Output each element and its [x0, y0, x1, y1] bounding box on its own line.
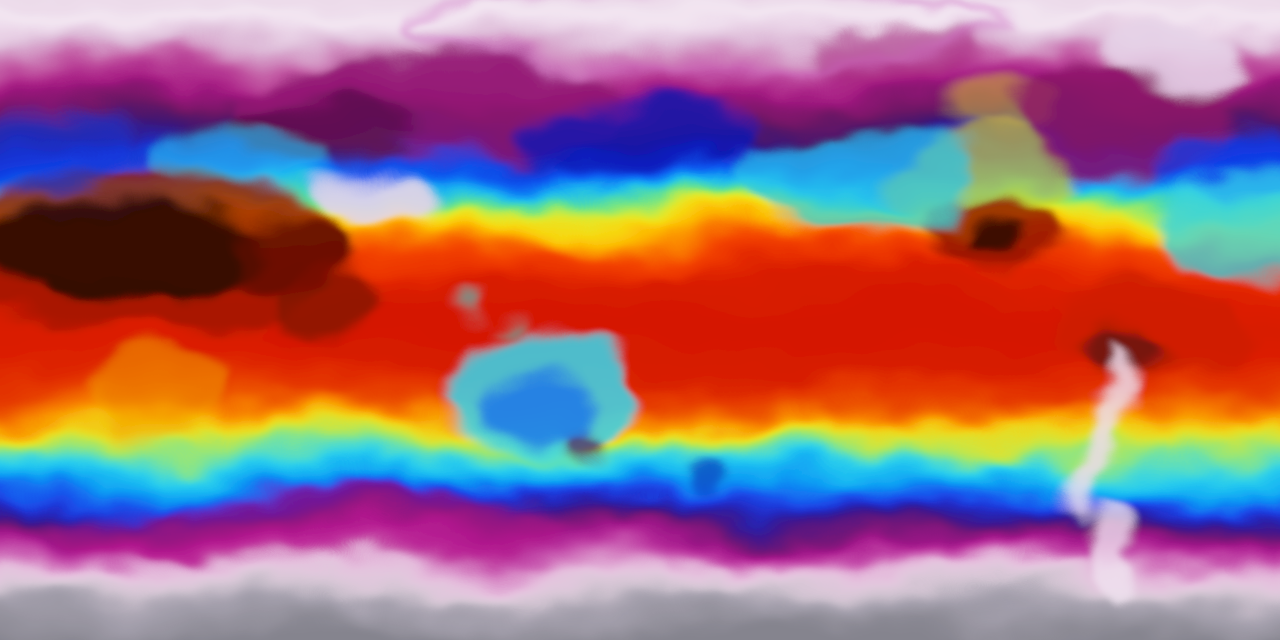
indonesia-island-speckle-2	[498, 319, 522, 331]
europe-mild	[170, 130, 340, 186]
southern-ocean-magenta-band	[60, 495, 540, 565]
andes-cold-ridge	[1084, 345, 1120, 515]
north-pacific-deep-blue	[515, 94, 775, 162]
se-australia-cold-spot	[556, 422, 608, 454]
new-zealand-cool-spot	[678, 463, 722, 487]
greenland-icecap	[1112, 28, 1248, 96]
australia-cool-core	[470, 368, 594, 436]
north-pacific-cool-dip	[743, 133, 973, 237]
patagonia-ice-streak	[1088, 486, 1136, 604]
tibet-plateau-cold	[327, 174, 443, 222]
india-heat	[283, 262, 387, 338]
sahara-heat-core	[0, 193, 250, 303]
kalahari-warm	[85, 360, 225, 440]
east-atlantic-cool-wedge	[1157, 165, 1280, 265]
indonesia-island-speckle-1	[456, 298, 484, 312]
brazil-heat-spot	[1076, 326, 1160, 378]
north-atlantic-cool	[0, 112, 140, 188]
equatorial-deep-red-band	[270, 275, 1130, 385]
sw-usa-heat-core	[958, 222, 1026, 262]
arctic-swirl-ring	[395, 0, 1005, 75]
